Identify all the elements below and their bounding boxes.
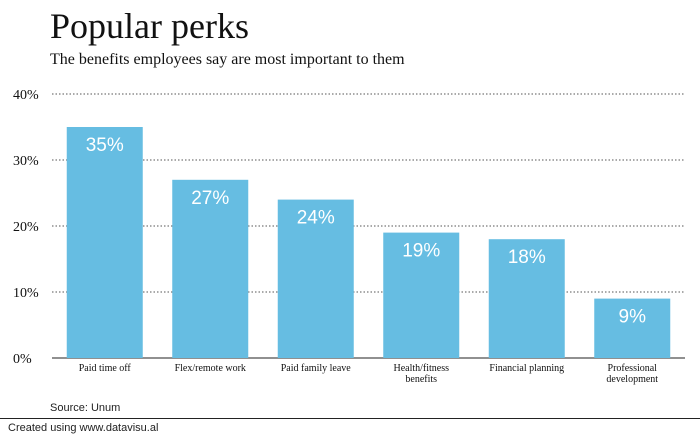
x-tick-label: development xyxy=(606,374,658,385)
bar-value-label: 9% xyxy=(619,307,647,328)
x-tick-label: Flex/remote work xyxy=(175,363,246,374)
source-note: Source: Unum xyxy=(50,402,121,414)
bar-value-label: 27% xyxy=(191,188,229,209)
footer-divider xyxy=(0,418,700,419)
bar-value-label: 19% xyxy=(402,241,440,262)
bar xyxy=(66,127,143,358)
y-tick-label: 0% xyxy=(13,352,32,367)
y-tick-label: 10% xyxy=(13,286,39,301)
bar-value-label: 35% xyxy=(86,135,124,156)
x-tick-label: Professional xyxy=(608,363,658,374)
chart-title: Popular perks xyxy=(50,6,249,46)
bar xyxy=(488,239,565,358)
bar-chart: 0% 10% 20% 30% 40% 35% Paid time off 27% Flex/re… xyxy=(13,88,685,385)
bar xyxy=(594,298,671,358)
chart-subtitle: The benefits employees say are most impo… xyxy=(50,51,405,68)
x-tick-label: Paid time off xyxy=(79,363,132,374)
footer-credit: Created using www.datavisu.al xyxy=(8,422,159,434)
y-tick-label: 40% xyxy=(13,88,39,103)
y-tick-label: 30% xyxy=(13,154,39,169)
bar xyxy=(172,179,249,358)
bar-value-label: 24% xyxy=(297,208,335,229)
x-tick-label: benefits xyxy=(405,374,437,385)
bar xyxy=(383,232,460,358)
bar-value-label: 18% xyxy=(508,247,546,268)
x-tick-label: Financial planning xyxy=(489,363,564,374)
y-tick-label: 20% xyxy=(13,220,39,235)
bar xyxy=(277,199,354,358)
x-tick-label: Health/fitness xyxy=(393,363,449,374)
x-tick-label: Paid family leave xyxy=(281,363,352,374)
